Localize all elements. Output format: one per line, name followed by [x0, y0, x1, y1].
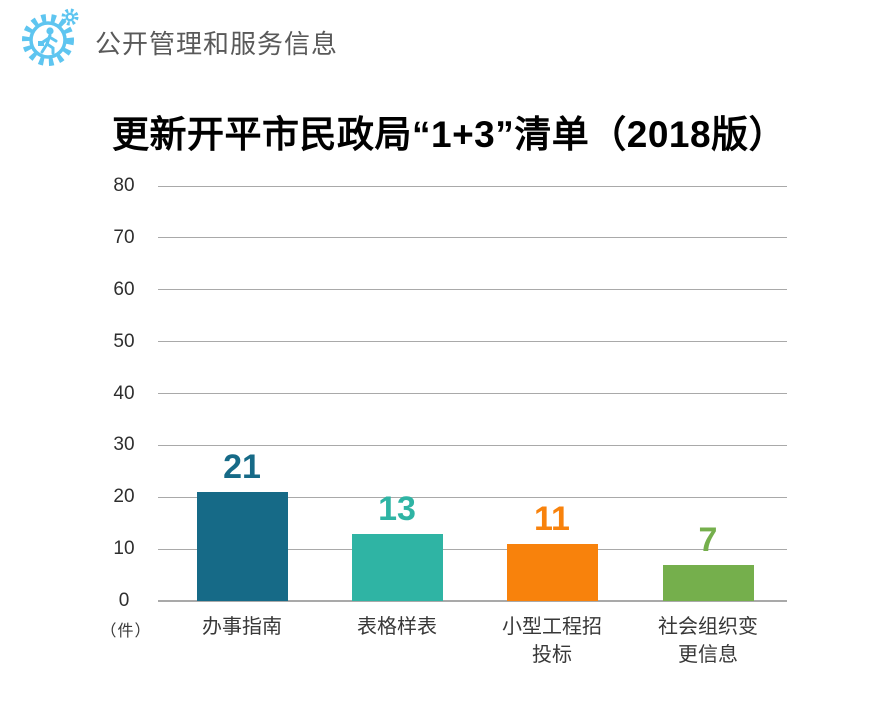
y-tick-label: 50: [113, 330, 135, 352]
gridline: [158, 289, 787, 291]
bar-value-label: 21: [223, 448, 261, 487]
bar: [662, 564, 754, 601]
bar: [351, 533, 443, 601]
bar: [506, 543, 598, 601]
bar-category-label: 小型工程招 投标: [486, 613, 618, 669]
bar-category-label: 表格样表: [331, 613, 463, 641]
gridline: [158, 185, 787, 187]
y-tick-label: 0: [118, 590, 130, 611]
unit-label: （件）: [100, 623, 152, 640]
y-tick-label: 30: [113, 434, 135, 456]
category-label-line: 办事指南: [202, 616, 282, 638]
bar-value-label: 11: [534, 499, 570, 538]
y-tick-label: 70: [113, 226, 135, 248]
y-tick-label: 40: [113, 382, 135, 404]
gridline: [158, 496, 787, 498]
app-header: 公开管理和服务信息: [0, 0, 872, 72]
y-tick-label: 20: [113, 486, 135, 508]
category-label-line: 表格样表: [357, 616, 437, 638]
gridline: [158, 444, 787, 446]
category-label-line: 小型工程招: [502, 616, 602, 638]
gridline: [158, 548, 787, 550]
chart-title: 更新开平市民政局“1+3”清单（2018版）: [112, 114, 787, 155]
gridline: [158, 341, 787, 343]
y-tick-label: 80: [113, 175, 135, 196]
app-title: 公开管理和服务信息: [95, 29, 339, 59]
y-tick-label: 60: [113, 278, 135, 300]
category-label-line: 更信息: [678, 644, 738, 666]
bar-category-label: 办事指南: [176, 613, 308, 641]
y-tick-label: 10: [113, 538, 135, 560]
gridline: [158, 393, 787, 394]
gridline: [158, 237, 787, 239]
bar-category-label: 社会组织变 更信息: [642, 613, 774, 669]
category-label-line: 投标: [532, 644, 572, 666]
gear-person-icon: [22, 8, 79, 66]
bar-value-label: 7: [698, 520, 718, 559]
bar: [196, 492, 288, 601]
bar-value-label: 13: [378, 489, 416, 528]
category-label-line: 社会组织变: [658, 616, 758, 638]
gridline: [158, 600, 787, 602]
